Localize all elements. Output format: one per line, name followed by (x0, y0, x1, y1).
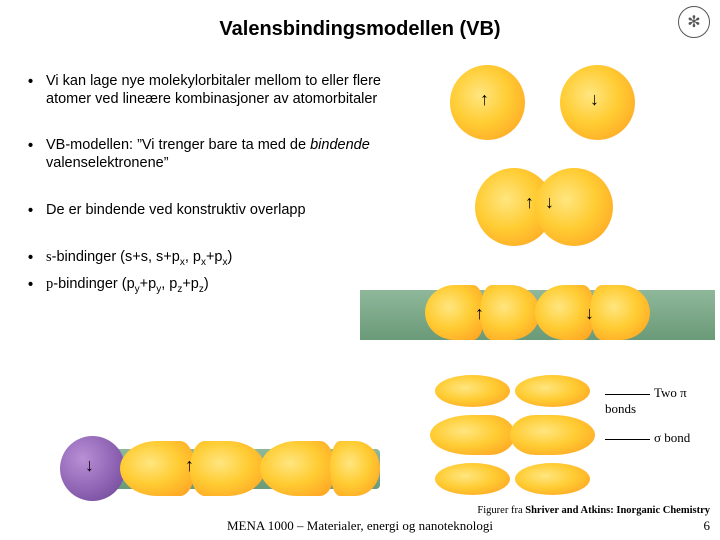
p-lobe (120, 441, 195, 496)
figure-s-s-overlap: ↑ ↓ (420, 160, 715, 255)
spin-down-icon: ↓ (85, 455, 94, 476)
spin-down-icon: ↓ (545, 192, 554, 213)
footer-course: MENA 1000 – Materialer, energi og nanote… (0, 518, 720, 534)
p-lobe (590, 285, 650, 340)
bullet-text: s-bindinger (s+s, s+px, px+px) (46, 248, 232, 269)
bullet-item: •s-bindinger (s+s, s+px, px+px) (28, 248, 398, 269)
figure-s-s-separated: ↑ ↓ (420, 55, 715, 150)
p-lobe (260, 441, 335, 496)
bullet-item: •VB-modellen: ”Vi trenger bare ta med de… (28, 136, 398, 172)
spin-up-icon: ↑ (525, 192, 534, 213)
pi-lobe (515, 375, 590, 407)
slide-title: Valensbindingsmodellen (VB) (0, 0, 720, 41)
bullet-text: Vi kan lage nye molekylorbitaler mellom … (46, 72, 398, 108)
bullet-item: •De er bindende ved konstruktiv overlapp (28, 201, 398, 220)
figure-pi-sigma-bonds: Two π bonds σ bond (420, 375, 715, 500)
bullet-text: VB-modellen: ”Vi trenger bare ta med de … (46, 136, 398, 172)
pi-lobe (435, 463, 510, 495)
bullet-item: •p-bindinger (py+py, pz+pz) (28, 275, 398, 296)
bullet-text: De er bindende ved konstruktiv overlapp (46, 201, 306, 220)
pi-lobe (515, 463, 590, 495)
page-number: 6 (704, 518, 711, 534)
bullet-text: p-bindinger (py+py, pz+pz) (46, 275, 209, 296)
spin-up-icon: ↑ (475, 303, 484, 324)
pi-lobe (435, 375, 510, 407)
bullet-item: •Vi kan lage nye molekylorbitaler mellom… (28, 72, 398, 108)
bullet-list: •Vi kan lage nye molekylorbitaler mellom… (28, 72, 398, 324)
spin-down-icon: ↓ (585, 303, 594, 324)
institution-seal-icon: ✻ (678, 6, 710, 38)
spin-down-icon: ↓ (590, 89, 599, 110)
sigma-lobe (430, 415, 515, 455)
p-lobe (190, 441, 265, 496)
figure-s-p-overlap: ↓ ↑ (50, 431, 380, 501)
sigma-lobe (510, 415, 595, 455)
spin-up-icon: ↑ (480, 89, 489, 110)
p-lobe (480, 285, 540, 340)
p-lobe (330, 441, 380, 496)
sigma-label: σ bond (605, 430, 690, 446)
figure-px-px-sigma: ↑ ↓ (420, 265, 715, 365)
spin-up-icon: ↑ (185, 455, 194, 476)
two-pi-label: Two π bonds (605, 385, 715, 417)
figure-attribution: Figurer fra Shriver and Atkins: Inorgani… (477, 505, 710, 516)
figure-column-right: ↑ ↓ ↑ ↓ ↑ ↓ Two π bonds σ bond (420, 55, 715, 500)
